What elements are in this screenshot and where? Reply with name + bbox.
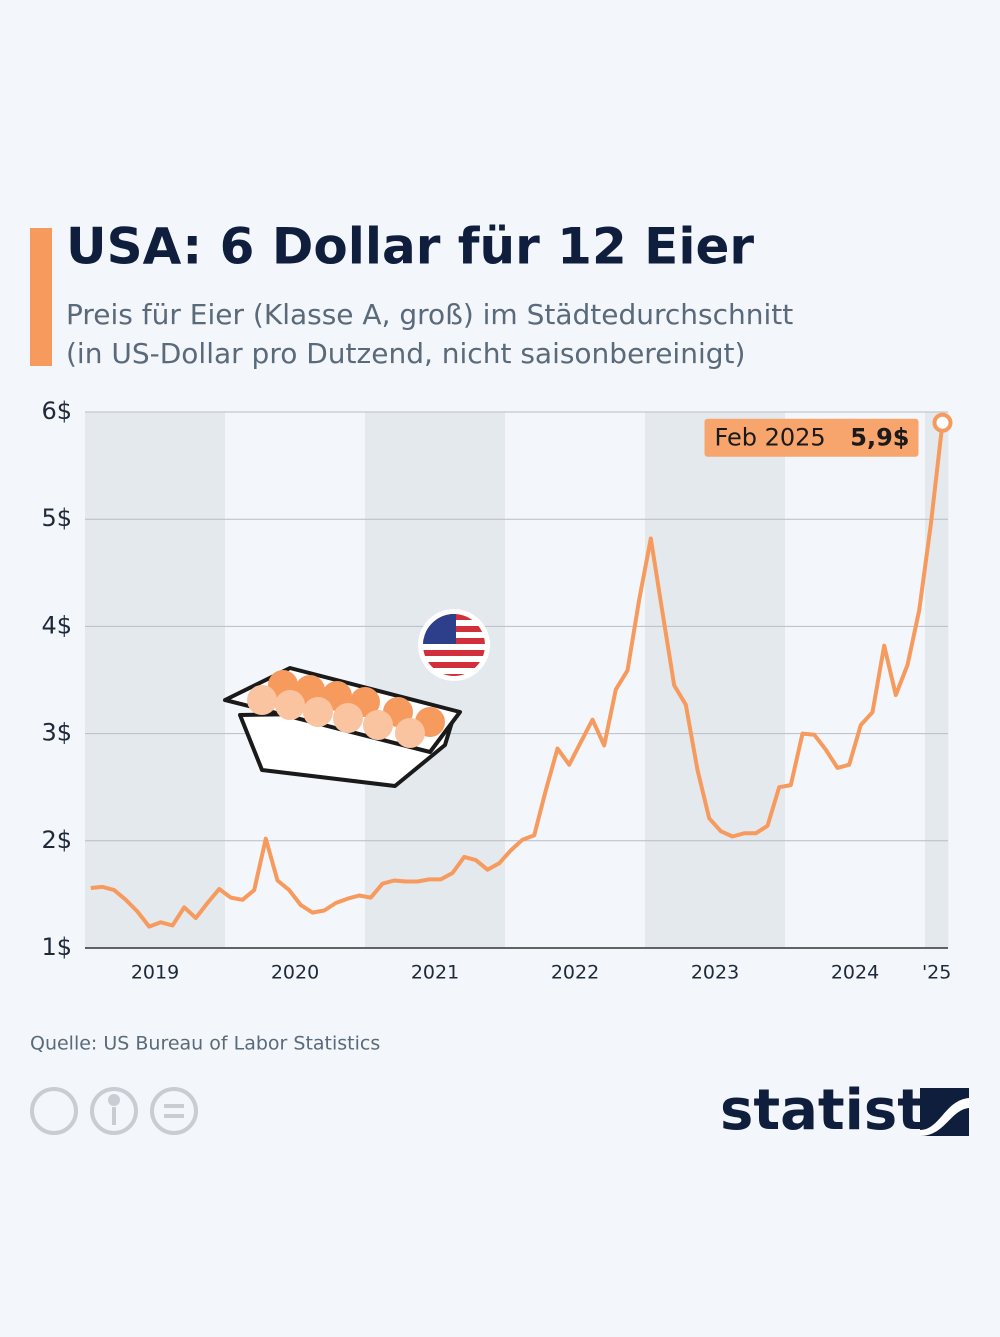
y-tick-label: 3$ [41,719,72,747]
year-band [645,412,785,948]
source: Quelle: US Bureau of Labor Statistics [30,1033,380,1055]
brand-icon [920,1088,969,1136]
end-point [932,412,953,433]
data-label: 5,9$ [850,424,909,452]
y-tick-label: 2$ [41,826,72,854]
chart-title: USA: 6 Dollar für 12 Eier [66,218,754,276]
egg-carton-illustration [223,666,462,788]
license-icons [30,1087,198,1135]
y-tick-label: 5$ [41,504,72,532]
y-tick-label: 4$ [41,611,72,639]
chart-subtitle: (in US-Dollar pro Dutzend, nicht saisonb… [66,337,745,370]
year-bands [85,412,949,948]
x-tick-label: 2019 [131,962,179,984]
year-band [85,412,225,948]
series-line [90,422,945,929]
flag-badge [418,609,490,681]
chart-subtitle: Preis für Eier (Klasse A, groß) im Städt… [66,298,793,331]
x-tick-label: 2023 [691,962,739,984]
annotation-label: Feb 2025 [715,424,826,452]
x-tick-label: 2022 [551,962,599,984]
grid: 1$ 2$ 3$ 4$ 5$ 6$ 2019 2020 2021 2022 2023 2024 '25 [41,397,951,984]
x-tick-label: '25 [922,962,951,984]
x-tick-label: 2024 [831,962,879,984]
annotation-box [704,418,919,457]
y-tick-label: 1$ [41,933,72,961]
year-band [365,412,505,948]
accent-bar [30,228,52,366]
x-tick-label: 2020 [271,962,319,984]
year-band [925,412,949,948]
plot: Feb 2025 5,9$ [90,412,953,929]
y-tick-label: 6$ [41,397,72,425]
x-tick-label: 2021 [411,962,459,984]
